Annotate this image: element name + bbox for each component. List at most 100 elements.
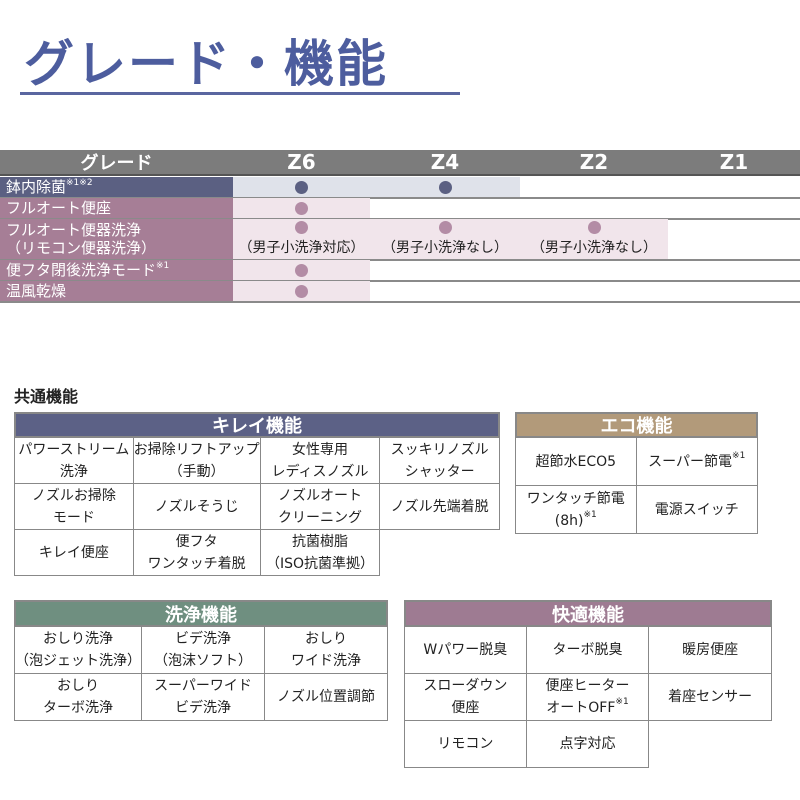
row-label-text-2: （リモコン便器洗浄） <box>6 239 157 257</box>
feature-text: ノズルそうじ <box>155 496 239 518</box>
table-row: フルオート便器洗浄 （リモコン便器洗浄） （男子小洗浄対応） （男子小洗浄なし） （男子… <box>0 219 800 261</box>
grade-cell <box>520 281 668 301</box>
grade-header: Z1 <box>719 150 749 174</box>
feature-line: スッキリノズル <box>390 441 489 458</box>
grade-header: Z6 <box>287 150 316 174</box>
feature-cell: Wパワー脱臭 <box>404 627 527 674</box>
feature-line: モード <box>52 509 95 526</box>
feature-line: ビデ洗浄 <box>175 700 231 716</box>
row-label: 便フタ閉後洗浄モード※1 <box>0 260 233 280</box>
feature-cell: 点字対応 <box>526 721 650 768</box>
label: 便フタ閉後洗浄モード <box>6 261 157 279</box>
feature-line: キレイ便座 <box>38 544 109 561</box>
feature-cell: キレイ便座 <box>14 530 134 576</box>
feature-line: おしり <box>57 678 99 694</box>
table-header: グレード Z6 Z4 Z2 Z1 <box>0 150 800 176</box>
feature-cell: 便フタワンタッチ着脱 <box>133 530 261 576</box>
grade-cell-note: （男子小洗浄なし） <box>382 240 508 257</box>
feature-line: パワーストリーム <box>18 441 130 458</box>
feature-line: 洗浄 <box>59 463 88 480</box>
label: 温風乾燥 <box>6 282 67 300</box>
feature-text: （泡ジェット洗浄） <box>15 650 141 672</box>
feature-text: 便フタ <box>176 531 218 553</box>
grade-cell <box>233 260 370 280</box>
grade-cell <box>233 281 370 301</box>
feature-text: Wパワー脱臭 <box>423 639 507 661</box>
feature-text: シャッター <box>405 461 475 483</box>
feature-text: 便座 <box>451 697 479 719</box>
feature-cell: 着座センサー <box>649 674 772 721</box>
available-dot-icon <box>438 180 452 194</box>
feature-text: おしり <box>305 628 347 650</box>
feature-text: ワイド洗浄 <box>291 650 361 672</box>
feature-line: おしり洗浄 <box>43 631 113 647</box>
feature-text: モード <box>53 507 95 529</box>
feature-text: ビデ洗浄 <box>175 697 231 719</box>
feature-line: 超節水ECO5 <box>535 453 617 470</box>
feature-line: スーパー節電 <box>648 453 733 470</box>
section-grid: Wパワー脱臭 ターボ脱臭 暖房便座 スローダウン 便座 便座ヒーター オートOFF※1 着座セ… <box>404 627 772 768</box>
grade-cell <box>233 198 370 218</box>
feature-text: （手動） <box>169 461 225 483</box>
feature-line: （手動） <box>168 463 225 480</box>
section-header: 洗浄機能 <box>14 600 388 627</box>
feature-line: レディスノズル <box>271 463 369 480</box>
feature-cell: ノズル先端着脱 <box>380 484 500 530</box>
grade-cell-note: （男子小洗浄対応） <box>238 240 365 257</box>
grade-cell: （男子小洗浄なし） <box>520 219 668 259</box>
feature-text: 女性専用 <box>292 439 348 461</box>
feature-text: ノズル先端着脱 <box>391 496 489 518</box>
feature-line: おしり <box>305 631 347 647</box>
feature-text: 洗浄 <box>60 461 88 483</box>
table-row: 便フタ閉後洗浄モード※1 <box>0 260 800 282</box>
feature-cell: おしり洗浄 （泡ジェット洗浄） <box>14 627 142 674</box>
grade-cell <box>668 177 800 197</box>
feature-line: 点字対応 <box>559 736 616 752</box>
feature-text: 便座ヒーター <box>545 675 629 697</box>
feature-text: 点字対応 <box>559 733 615 755</box>
feature-text: ノズル位置調節 <box>277 686 375 708</box>
feature-text: ノズルオート <box>278 485 362 507</box>
feature-line: ワイド洗浄 <box>291 653 361 669</box>
feature-cell: おしり ターボ洗浄 <box>14 674 142 721</box>
section-grid: 超節水ECO5 スーパー節電※1 ワンタッチ節電 (8h)※1 電源スイッチ <box>515 438 758 534</box>
row-label-text: 便フタ閉後洗浄モード※1 <box>6 261 169 279</box>
feature-section: エコ機能 超節水ECO5 スーパー節電※1 ワンタッチ節電 (8h)※1 電源スイッチ <box>515 412 758 538</box>
feature-line: （泡ジェット洗浄） <box>15 653 141 669</box>
feature-text: ターボ脱臭 <box>552 639 622 661</box>
feature-text: パワーストリーム <box>18 439 129 461</box>
label: 鉢内除菌 <box>6 178 67 196</box>
feature-text: リモコン <box>437 733 493 755</box>
title-underline <box>20 92 460 95</box>
feature-line: クリーニング <box>277 509 362 526</box>
feature-cell: ワンタッチ節電 (8h)※1 <box>515 486 637 534</box>
feature-line: ワンタッチ着脱 <box>147 555 246 572</box>
feature-cell: 暖房便座 <box>649 627 772 674</box>
feature-cell: おしり ワイド洗浄 <box>265 627 388 674</box>
feature-text: ビデ洗浄 <box>175 628 231 650</box>
feature-cell: 便座ヒーター オートOFF※1 <box>526 674 650 721</box>
grade-header: Z4 <box>430 150 460 174</box>
feature-line: （泡沫ソフト） <box>154 653 252 669</box>
section-header: キレイ機能 <box>14 412 500 438</box>
feature-line: ノズル先端着脱 <box>390 498 489 515</box>
feature-text: ノズルお掃除 <box>32 485 116 507</box>
feature-text: ワンタッチ着脱 <box>148 553 246 575</box>
feature-line: （ISO抗菌準拠） <box>265 555 375 572</box>
footnote-mark: ※1※2 <box>66 178 93 188</box>
row-label-text: 温風乾燥 <box>6 282 66 300</box>
grade-cell-note: （男子小洗浄なし） <box>531 240 657 257</box>
feature-cell: ノズルオートクリーニング <box>260 484 381 530</box>
feature-text: 電源スイッチ <box>655 499 739 521</box>
row-label: フルオート便座 <box>0 198 233 218</box>
row-label: 温風乾燥 <box>0 281 233 301</box>
feature-line: (8h) <box>554 512 584 529</box>
feature-line: オートOFF <box>546 700 616 716</box>
feature-cell: スーパーワイド ビデ洗浄 <box>142 674 265 721</box>
header-label: グレード <box>80 153 153 174</box>
feature-line: ビデ洗浄 <box>175 631 231 647</box>
feature-line: ノズル位置調節 <box>277 689 375 705</box>
feature-line: ノズルそうじ <box>154 498 239 515</box>
feature-cell: パワーストリーム 洗浄 <box>14 438 134 484</box>
feature-line: リモコン <box>437 736 494 752</box>
